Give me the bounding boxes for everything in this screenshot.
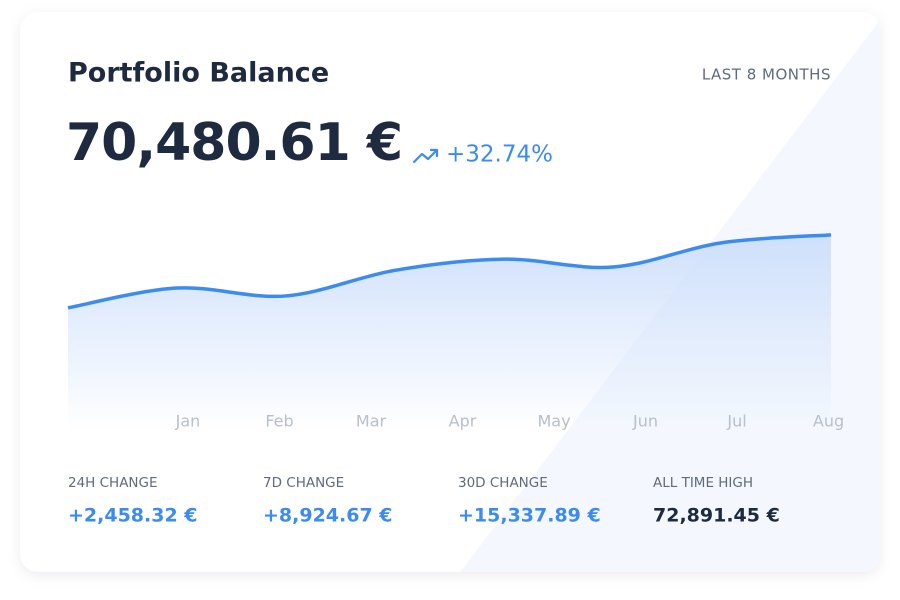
- x-tick-label: Aug: [813, 412, 844, 431]
- area-fill: [68, 234, 831, 430]
- x-tick-label: Jan: [175, 412, 201, 431]
- trend-icon: [412, 148, 439, 164]
- stat-label: 24H CHANGE: [68, 475, 158, 491]
- change: +32.74%: [446, 142, 553, 168]
- stat-label: 30D CHANGE: [458, 475, 548, 491]
- title: Portfolio Balance: [68, 58, 329, 89]
- stat-label: ALL TIME HIGH: [653, 475, 753, 491]
- x-tick-label: Jun: [632, 412, 658, 431]
- line: [67, 233, 832, 310]
- x-tick-label: May: [537, 412, 570, 431]
- stat-label: 7D CHANGE: [263, 475, 344, 491]
- stat-value: +2,458.32 €: [68, 505, 198, 527]
- stat-value: 72,891.45 €: [653, 505, 780, 527]
- chart: Jan Feb Mar Apr May Jun Jul Aug: [67, 233, 844, 431]
- x-tick-label: Feb: [265, 412, 293, 431]
- balance: 70,480.61 €: [66, 113, 402, 173]
- period: LAST 8 MONTHS: [702, 66, 831, 84]
- x-tick-label: Jul: [726, 412, 746, 431]
- stat-value: +15,337.89 €: [458, 505, 601, 527]
- x-tick-label: Mar: [356, 412, 387, 431]
- x-tick-label: Apr: [449, 412, 477, 431]
- stats: 24H CHANGE +2,458.32 € 7D CHANGE +8,924.67 …: [68, 475, 780, 527]
- stat-value: +8,924.67 €: [263, 505, 393, 527]
